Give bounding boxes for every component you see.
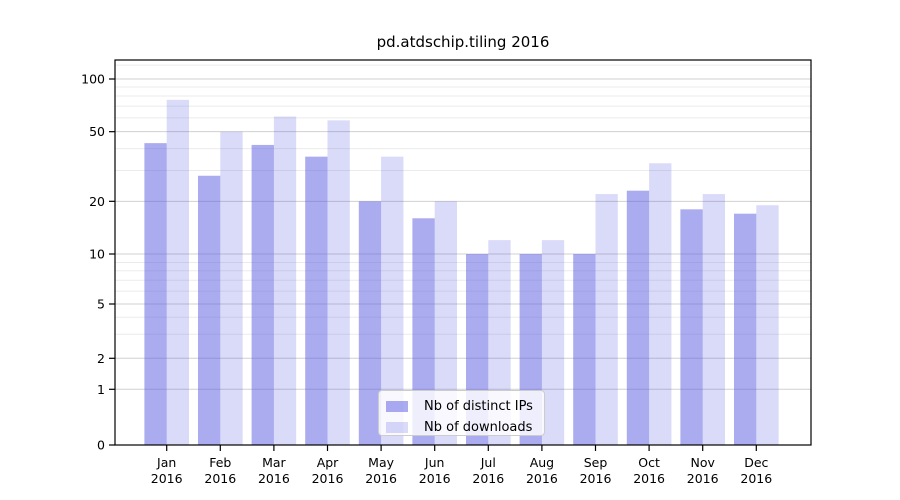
x-tick-label: Nov 2016: [687, 455, 719, 486]
bar-downloads-jan: [166, 99, 189, 446]
x-tick-label: Jul 2016: [472, 455, 504, 486]
bar-distinct-ips-sep: [573, 254, 596, 445]
plot-border: [114, 59, 812, 446]
bar-downloads-aug: [541, 240, 565, 445]
bar-distinct-ips-apr: [305, 156, 328, 445]
bar-distinct-ips-oct: [626, 190, 650, 445]
bar-downloads-mar: [273, 116, 297, 446]
x-tick-label: Oct 2016: [633, 455, 665, 486]
legend-item-downloads: Nb of downloads: [386, 417, 544, 438]
bar-downloads-jun: [434, 201, 457, 445]
bar-downloads-sep: [595, 194, 618, 445]
y-tick-label: 10: [89, 247, 105, 262]
x-tick-label: May 2016: [365, 455, 397, 486]
x-tick-label: Mar 2016: [258, 455, 290, 486]
y-tick-label: 100: [81, 72, 105, 87]
legend-label-distinct-ips: Nb of distinct IPs: [424, 399, 533, 414]
bar-distinct-ips-feb: [198, 175, 221, 445]
y-tick-label: 0: [97, 438, 105, 453]
bar-downloads-nov: [702, 194, 725, 445]
y-tick-label: 5: [97, 297, 105, 312]
bar-downloads-dec: [756, 205, 779, 445]
x-tick-label: Jun 2016: [419, 455, 451, 486]
bar-distinct-ips-jun: [412, 218, 435, 445]
legend-label-downloads: Nb of downloads: [424, 420, 533, 435]
bar-distinct-ips-nov: [680, 209, 703, 445]
x-tick-label: Jan 2016: [151, 455, 183, 486]
bar-distinct-ips-jan: [144, 143, 167, 446]
legend: Nb of distinct IPs Nb of downloads: [378, 390, 545, 436]
bar-downloads-may: [381, 156, 404, 445]
legend-swatch-downloads: [386, 422, 408, 433]
x-tick-label: Sep 2016: [580, 455, 612, 486]
x-tick-label: Apr 2016: [312, 455, 344, 486]
y-tick-label: 1: [97, 382, 105, 397]
bar-downloads-apr: [327, 120, 350, 446]
bar-downloads-feb: [220, 131, 243, 446]
bar-distinct-ips-mar: [251, 144, 274, 445]
chart-title: pd.atdschip.tiling 2016: [376, 33, 550, 51]
x-tick-label: Feb 2016: [204, 455, 236, 486]
bar-distinct-ips-may: [358, 201, 382, 445]
legend-swatch-distinct-ips: [386, 401, 408, 412]
x-tick-label: Aug 2016: [526, 455, 558, 486]
bar-distinct-ips-dec: [734, 213, 757, 445]
x-tick-label: Dec 2016: [740, 455, 772, 486]
y-tick-label: 50: [89, 124, 105, 139]
bar-downloads-oct: [649, 163, 672, 445]
legend-item-distinct-ips: Nb of distinct IPs: [386, 396, 544, 417]
y-tick-label: 20: [89, 194, 105, 209]
y-tick-label: 2: [97, 351, 105, 366]
